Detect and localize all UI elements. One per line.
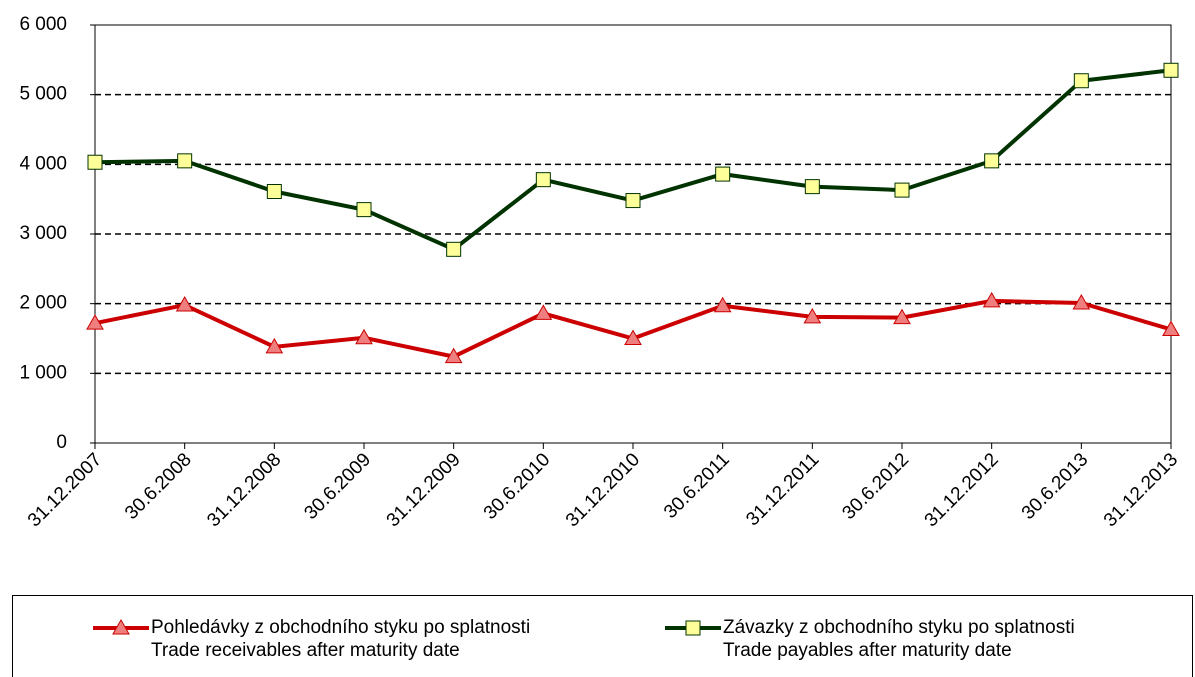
marker — [87, 154, 103, 170]
marker — [112, 618, 130, 635]
series-line — [94, 68, 1172, 252]
legend: Pohledávky z obchodního styku po splatno… — [12, 595, 1193, 677]
marker — [355, 328, 373, 345]
y-tick-label: 2 000 — [19, 293, 67, 314]
x-tick-label: 30.6.2008 — [121, 449, 196, 524]
legend-label: Závazky z obchodního styku po splatnosti… — [723, 617, 1075, 661]
x-tick-label: 30.6.2009 — [300, 449, 375, 524]
marker — [1072, 293, 1091, 310]
x-tick-label: 31.12.2007 — [24, 449, 106, 531]
marker — [175, 296, 194, 312]
marker — [446, 241, 462, 257]
marker — [893, 308, 911, 325]
x-tick-label: 30.6.2010 — [480, 449, 555, 524]
marker — [534, 304, 553, 320]
x-tick-label: 31.12.2008 — [203, 449, 285, 531]
marker — [894, 182, 910, 198]
legend-swatch — [665, 620, 721, 636]
marker — [1162, 320, 1180, 336]
x-tick-label: 31.12.2013 — [1100, 449, 1182, 531]
marker — [713, 296, 732, 313]
y-tick-label: 4 000 — [19, 153, 67, 174]
x-tick-label: 30.6.2013 — [1018, 449, 1093, 524]
marker — [804, 179, 820, 195]
y-tick-label: 6 000 — [19, 14, 67, 35]
marker — [624, 329, 642, 345]
y-tick-label: 5 000 — [19, 84, 67, 105]
y-tick-label: 3 000 — [19, 223, 67, 244]
marker — [86, 314, 104, 330]
marker — [984, 153, 1000, 169]
marker — [265, 337, 284, 354]
marker — [1163, 62, 1179, 78]
chart: 0 1 000 2 000 3 000 4 000 5 000 6 000 31.12.200… — [19, 14, 1182, 531]
x-tick-label: 31.12.2011 — [742, 449, 823, 530]
legend-swatch — [93, 618, 149, 635]
marker — [535, 172, 551, 188]
y-tick-label: 1 000 — [19, 362, 67, 383]
legend-label: Pohledávky z obchodního styku po splatno… — [151, 617, 531, 661]
legend-entry: Pohledávky z obchodního styku po splatno… — [91, 616, 530, 662]
marker — [1073, 73, 1089, 89]
marker — [625, 193, 641, 209]
series-line — [94, 298, 1172, 359]
marker — [715, 166, 731, 182]
y-tick-label: 0 — [56, 432, 67, 453]
legend-entry: Závazky z obchodního styku po splatnosti… — [663, 616, 1075, 662]
marker — [177, 153, 193, 169]
x-tick-label: 31.12.2012 — [921, 449, 1003, 531]
x-tick-label: 30.6.2012 — [838, 449, 913, 524]
marker — [356, 202, 372, 218]
marker — [982, 291, 1001, 308]
marker — [266, 184, 282, 200]
marker — [803, 307, 822, 324]
x-tick-label: 30.6.2011 — [660, 449, 734, 523]
marker — [444, 347, 463, 364]
x-tick-label: 31.12.2009 — [383, 449, 465, 531]
x-tick-label: 31.12.2010 — [562, 449, 644, 531]
marker — [685, 620, 701, 636]
